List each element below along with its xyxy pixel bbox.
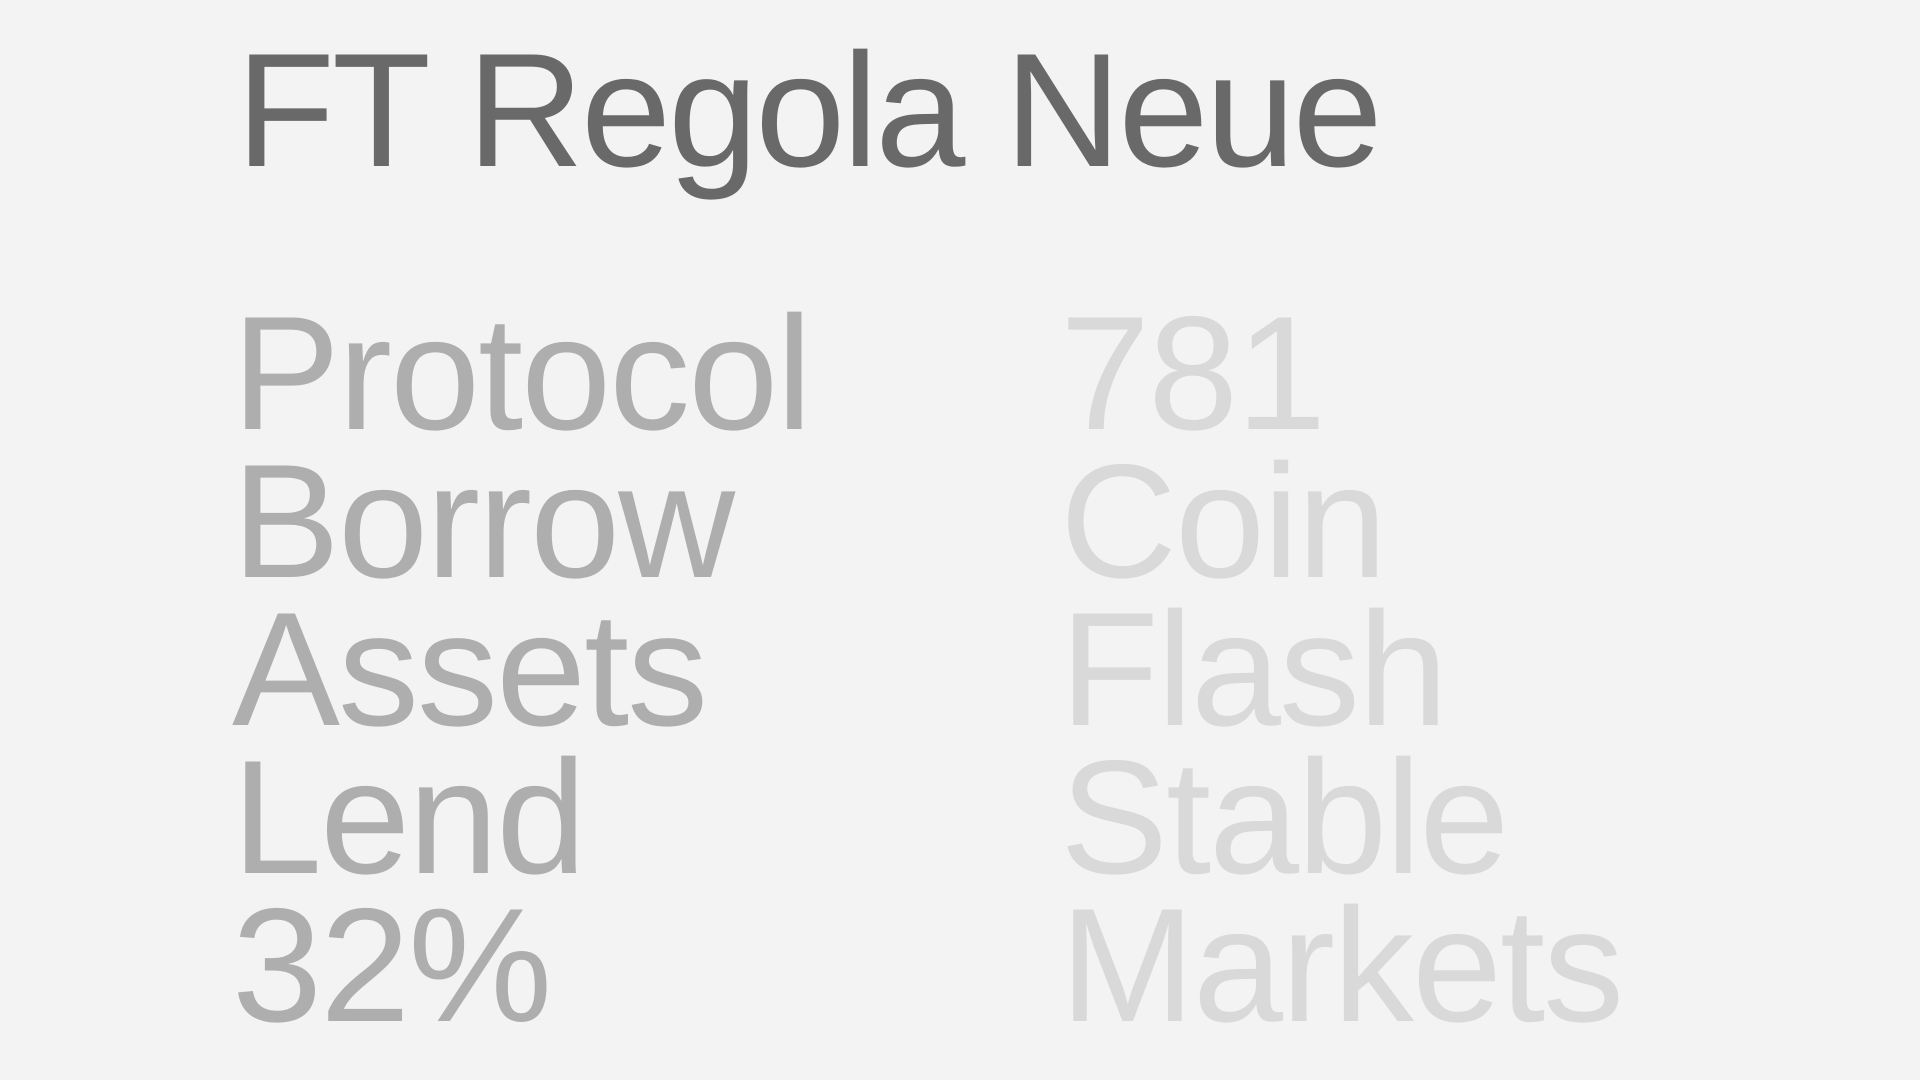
specimen-word: Coin	[1060, 431, 1387, 612]
specimen-word-list-left: Protocol Borrow Assets Lend 32%	[232, 283, 812, 1056]
specimen-word: Borrow	[232, 431, 735, 612]
specimen-word: 781	[1060, 283, 1326, 464]
specimen-word-list-right: 781 Coin Flash Stable Markets	[1060, 283, 1624, 1056]
specimen-word: Markets	[1060, 875, 1624, 1056]
specimen-word: 32%	[232, 875, 552, 1056]
specimen-word: Assets	[232, 579, 708, 760]
specimen-word: Flash	[1060, 579, 1448, 760]
specimen-word: Protocol	[232, 283, 812, 464]
specimen-word: Lend	[232, 727, 586, 908]
specimen-word: Stable	[1060, 727, 1509, 908]
font-name-title: FT Regola Neue	[236, 20, 1383, 201]
